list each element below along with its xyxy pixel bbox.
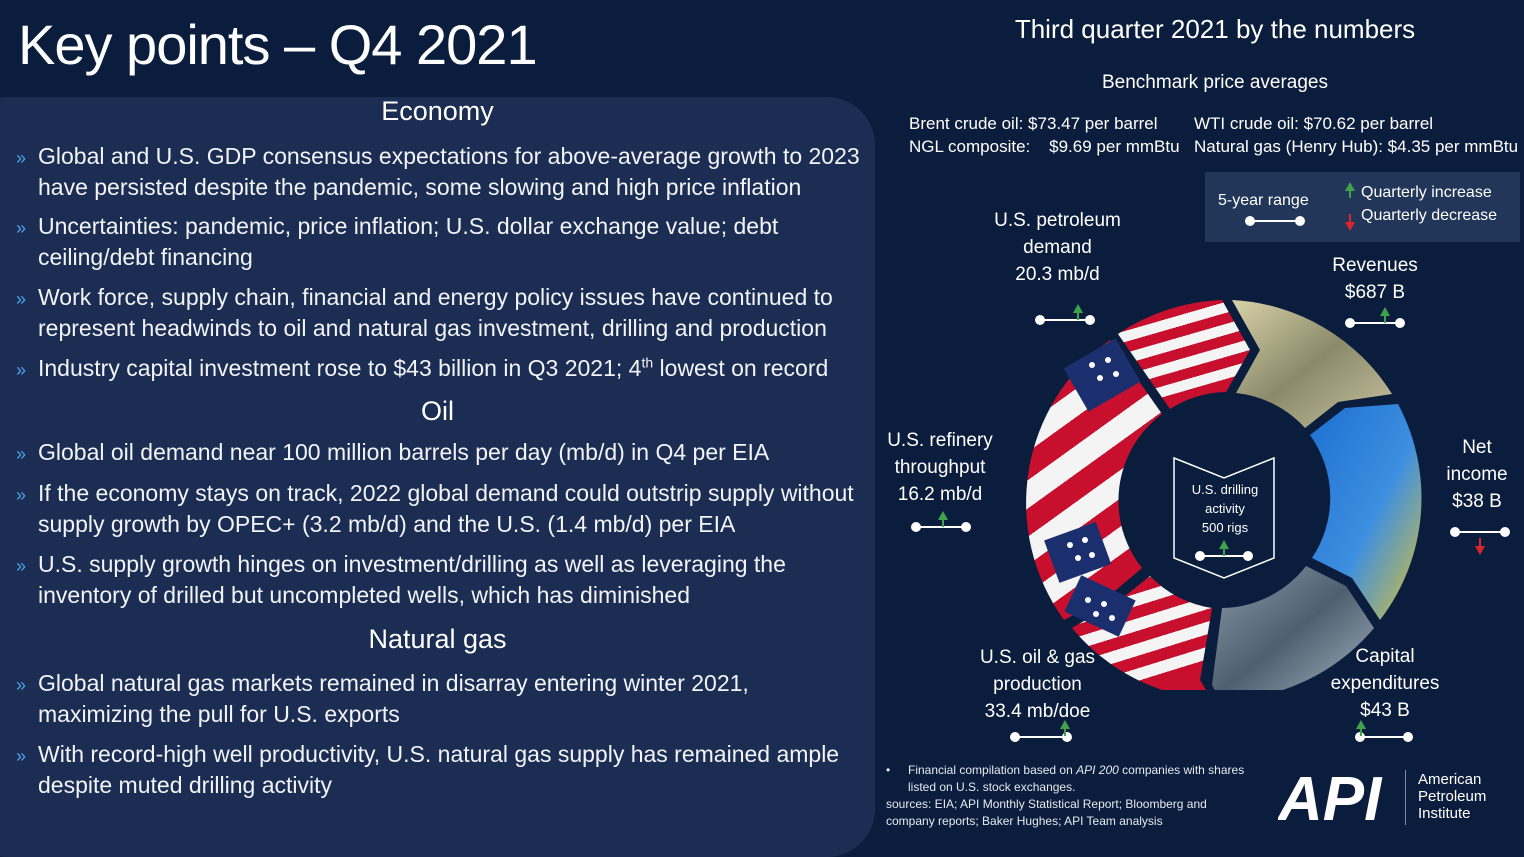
legend-increase-label: Quarterly increase [1361, 184, 1492, 201]
numbers-title: Third quarter 2021 by the numbers [1014, 14, 1416, 44]
bullet-text: Industry capital investment rose to $43 … [38, 354, 829, 381]
economy-bullet: » Work force, supply chain, financial an… [16, 282, 866, 344]
industry-ring-graphic [1026, 300, 1422, 690]
drilling-pentagon [1173, 456, 1275, 579]
economy-bullet: » Uncertainties: pandemic, price inflati… [16, 211, 866, 273]
natural-gas-heading: Natural gas [368, 624, 507, 654]
bullet-icon: • [886, 763, 891, 777]
bullet-text: With record-high well productivity, U.S.… [38, 741, 840, 798]
page-title: Key points – Q4 2021 [18, 13, 538, 76]
oil-bullet: » Global oil demand near 100 million bar… [16, 437, 866, 470]
arrow-up-icon [1219, 540, 1229, 556]
drilling-range-icon [1195, 551, 1253, 561]
arrow-up-icon [1073, 304, 1083, 320]
bullet-text: Global and U.S. GDP consensus expectatio… [38, 143, 860, 200]
gas-bullet: » With record-high well productivity, U.… [16, 739, 866, 801]
bullet-text: Global oil demand near 100 million barre… [38, 439, 770, 465]
economy-heading: Economy [381, 96, 494, 126]
bullet-text: If the economy stays on track, 2022 glob… [38, 480, 854, 537]
logo-divider [1405, 770, 1406, 825]
benchmark-heading: Benchmark price averages [1102, 72, 1328, 93]
chevron-bullet-icon: » [16, 218, 27, 238]
revenues-range-icon [1345, 318, 1405, 328]
capex-label: Capital expenditures $43 B [1330, 646, 1440, 721]
refinery-range-icon [911, 522, 971, 532]
chevron-bullet-icon: » [16, 289, 27, 309]
refinery-label: U.S. refinery throughput 16.2 mb/d [887, 430, 993, 505]
arrow-up-icon [938, 511, 948, 527]
bullet-text: Global natural gas markets remained in d… [38, 670, 749, 727]
henry-hub-price: Natural gas (Henry Hub): $4.35 per mmBtu [1194, 137, 1519, 156]
capex-range-icon [1355, 732, 1413, 742]
brent-price: Brent crude oil: $73.47 per barrel [909, 114, 1158, 133]
oil-bullet: » If the economy stays on track, 2022 gl… [16, 478, 866, 540]
bullet-text: Uncertainties: pandemic, price inflation… [38, 213, 779, 270]
economy-bullet: » Industry capital investment rose to $4… [16, 353, 866, 386]
range-bar-icon [1245, 216, 1305, 226]
footnote: • Financial compilation based on API 200… [886, 762, 1246, 830]
chevron-bullet-icon: » [16, 444, 27, 464]
arrow-up-icon [1060, 720, 1070, 736]
chevron-bullet-icon: » [16, 675, 27, 695]
drilling-label: U.S. drilling activity 500 rigs [1191, 482, 1259, 535]
bullet-text: U.S. supply growth hinges on investment/… [38, 551, 786, 608]
chevron-bullet-icon: » [16, 556, 27, 576]
logo-mark: API [1278, 766, 1383, 826]
production-range-icon [1010, 732, 1072, 742]
legend-box: 5-year range Quarterly increase Quarterl… [1205, 172, 1520, 242]
chevron-bullet-icon: » [16, 485, 27, 505]
arrow-up-icon [1345, 182, 1355, 198]
key-points-panel [0, 97, 875, 857]
chevron-bullet-icon: » [16, 360, 27, 380]
bullet-text: Work force, supply chain, financial and … [38, 284, 833, 341]
arrow-up-icon [1380, 307, 1390, 323]
arrow-down-icon [1345, 214, 1355, 231]
gas-bullet: » Global natural gas markets remained in… [16, 668, 866, 730]
logo-text: American Petroleum Institute [1418, 771, 1487, 822]
legend-range-label: 5-year range [1218, 192, 1309, 209]
arrow-down-icon [1475, 538, 1485, 555]
footnote-bullet: Financial compilation based on API 200 c… [908, 763, 1245, 794]
legend-decrease-label: Quarterly decrease [1361, 207, 1498, 224]
oil-bullet: » U.S. supply growth hinges on investmen… [16, 549, 866, 611]
chevron-bullet-icon: » [16, 148, 27, 168]
net-income-range-icon [1450, 527, 1510, 537]
petroleum-demand-label: U.S. petroleum demand 20.3 mb/d [994, 210, 1121, 285]
revenues-label: Revenues $687 B [1332, 255, 1418, 303]
footnote-sources: sources: EIA; API Monthly Statistical Re… [886, 797, 1207, 828]
api-logo-icon: API [1278, 766, 1383, 826]
demand-range-icon [1035, 315, 1095, 325]
net-income-label: Net income $38 B [1446, 437, 1508, 512]
wti-price: WTI crude oil: $70.62 per barrel [1194, 114, 1434, 133]
economy-bullet: » Global and U.S. GDP consensus expectat… [16, 141, 866, 203]
arrow-up-icon [1356, 720, 1366, 736]
oil-heading: Oil [421, 396, 454, 426]
chevron-bullet-icon: » [16, 746, 27, 766]
production-label: U.S. oil & gas production 33.4 mb/doe [979, 647, 1096, 722]
ngl-price: NGL composite: $9.69 per mmBtu [909, 137, 1180, 156]
